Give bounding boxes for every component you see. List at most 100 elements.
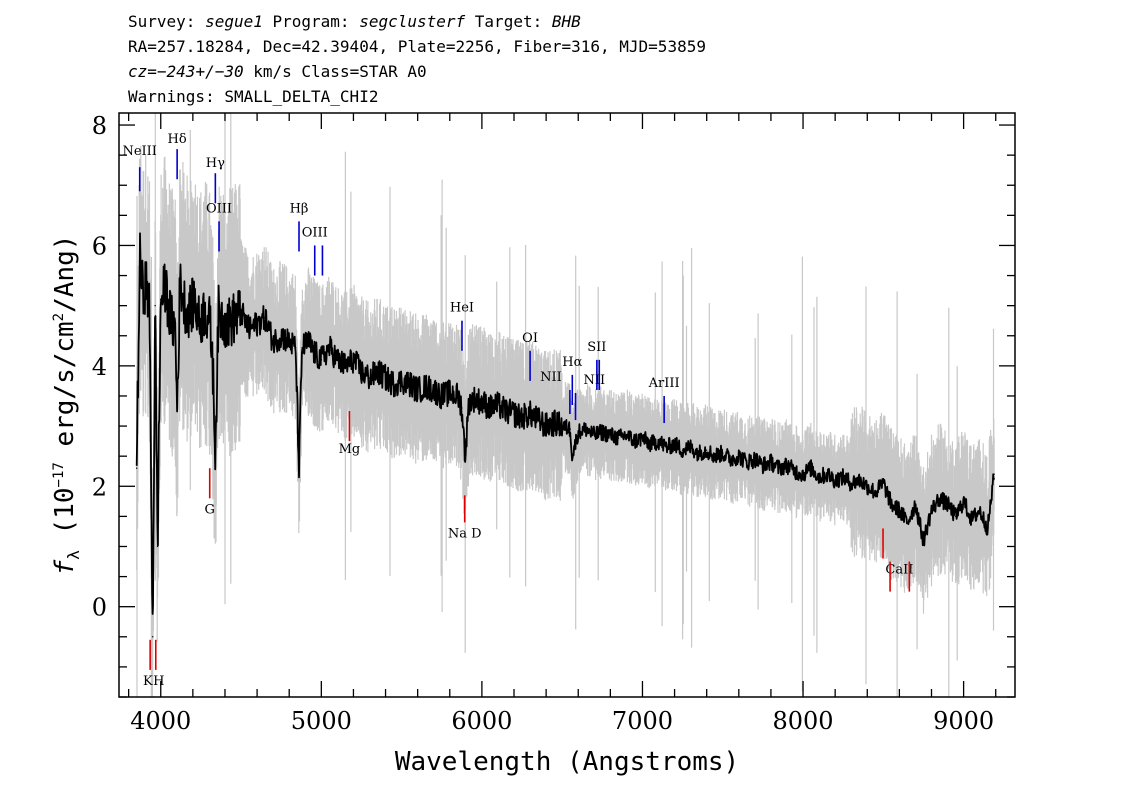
data-point xyxy=(408,383,411,385)
data-point xyxy=(722,452,724,454)
data-point xyxy=(457,395,459,397)
data-point xyxy=(665,446,668,448)
data-point xyxy=(307,341,310,343)
program-value: segclusterf xyxy=(359,12,465,31)
data-point xyxy=(256,323,258,325)
data-point xyxy=(188,310,191,313)
data-point xyxy=(179,280,181,283)
data-point xyxy=(657,440,660,442)
data-point xyxy=(264,317,266,319)
x-tick-label: 6000 xyxy=(451,707,512,735)
data-point xyxy=(834,479,836,481)
data-point xyxy=(505,410,507,412)
line-marker-label: Hγ xyxy=(206,156,225,171)
y-tick-label: 6 xyxy=(92,232,107,260)
cz-value: −243+/−30 xyxy=(157,62,244,81)
data-point xyxy=(641,437,644,439)
data-point xyxy=(529,413,531,415)
line-marker-label: Hα xyxy=(562,355,582,370)
line-marker-label: HeI xyxy=(450,301,474,316)
noise-band-path xyxy=(136,113,995,697)
data-point xyxy=(298,467,300,469)
data-point xyxy=(754,458,756,460)
y-tick-label: 4 xyxy=(92,353,107,381)
data-point xyxy=(922,539,925,542)
data-point xyxy=(705,449,708,451)
data-point xyxy=(569,428,571,430)
x-tick-label: 4000 xyxy=(130,707,191,735)
data-point xyxy=(214,449,217,451)
line-marker-label: NeIII xyxy=(122,144,156,159)
data-point xyxy=(154,304,156,307)
data-point xyxy=(344,365,347,367)
data-point xyxy=(818,476,820,478)
spectrum-series xyxy=(135,232,995,638)
line-marker-label: H xyxy=(153,674,164,689)
data-point xyxy=(689,446,692,448)
data-point xyxy=(198,323,200,325)
data-point xyxy=(987,527,989,530)
data-point xyxy=(882,482,885,484)
data-point xyxy=(497,404,499,406)
data-point xyxy=(433,389,435,391)
data-point xyxy=(135,467,138,469)
data-point xyxy=(746,461,748,463)
y-tick-label: 0 xyxy=(92,594,107,622)
line-marker-label: OIII xyxy=(206,201,232,216)
data-point xyxy=(280,335,282,337)
data-point xyxy=(301,347,303,349)
data-point xyxy=(681,449,684,451)
data-point xyxy=(142,292,144,295)
data-point xyxy=(930,509,933,512)
data-point xyxy=(778,467,780,469)
data-point xyxy=(424,386,427,388)
data-point xyxy=(577,431,579,433)
data-point xyxy=(208,317,210,319)
header-line-2: RA=257.18284, Dec=42.39404, Plate=2256, … xyxy=(128,37,706,56)
data-point xyxy=(625,434,628,436)
data-point xyxy=(770,461,772,463)
line-marker-label: Na D xyxy=(448,526,482,541)
data-point xyxy=(203,310,205,313)
data-point xyxy=(545,425,547,427)
data-point xyxy=(328,347,331,349)
data-point xyxy=(473,398,475,400)
data-point xyxy=(400,380,403,382)
data-point xyxy=(730,458,732,460)
data-point xyxy=(786,464,788,466)
data-point xyxy=(376,371,379,373)
data-point xyxy=(802,473,804,475)
data-point xyxy=(890,503,893,506)
data-point xyxy=(360,371,363,373)
data-point xyxy=(164,286,167,289)
data-point xyxy=(866,485,868,487)
axis-ticks: 4000 5000 6000 7000 8000 9000 0 2 4 6 8 xyxy=(92,112,1015,735)
data-point xyxy=(874,491,877,493)
line-marker-label: G xyxy=(205,502,215,517)
data-point xyxy=(240,310,242,313)
data-point xyxy=(970,518,973,521)
data-point xyxy=(537,419,539,421)
data-point xyxy=(553,422,555,424)
data-point xyxy=(272,341,274,343)
data-point xyxy=(368,377,371,379)
data-point xyxy=(561,425,563,427)
spectrum-line xyxy=(135,232,995,615)
data-point xyxy=(826,473,828,475)
data-point xyxy=(314,353,316,355)
data-point xyxy=(152,636,154,638)
line-marker-label: Hβ xyxy=(290,201,309,216)
target-value: BHB xyxy=(552,12,581,31)
data-point xyxy=(145,280,147,283)
data-point xyxy=(288,341,290,343)
data-point xyxy=(697,452,700,454)
data-point xyxy=(148,310,151,313)
data-point xyxy=(449,392,451,394)
x-tick-label: 9000 xyxy=(933,707,994,735)
data-point xyxy=(794,470,796,472)
data-point xyxy=(184,304,186,307)
data-point xyxy=(714,455,716,457)
x-tick-label: 5000 xyxy=(291,707,352,735)
data-point xyxy=(392,383,395,385)
